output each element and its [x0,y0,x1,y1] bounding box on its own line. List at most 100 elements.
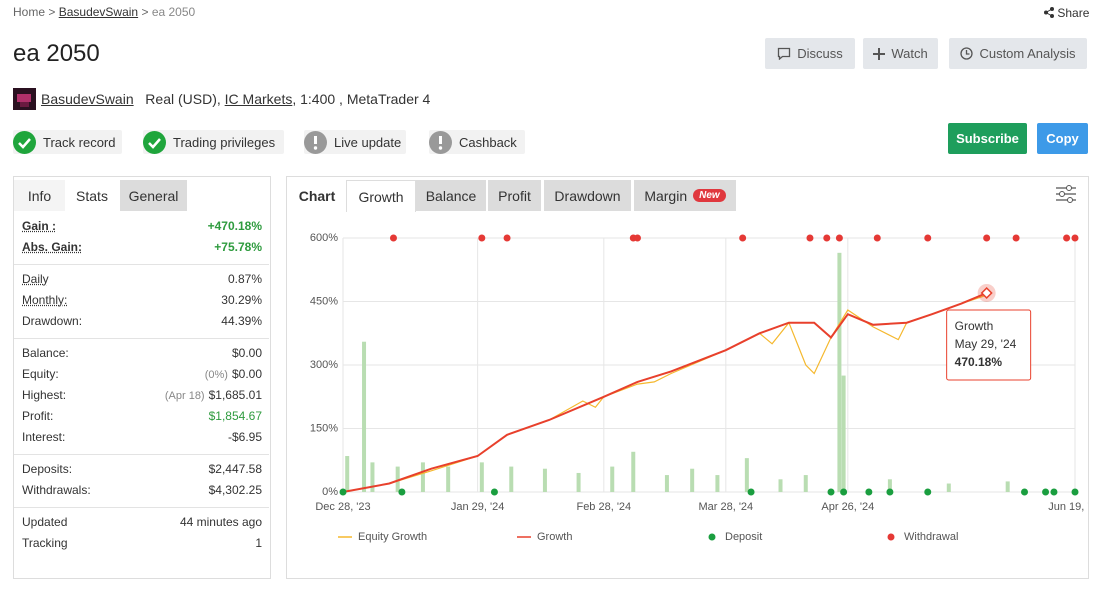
discuss-button[interactable]: Discuss [765,38,855,69]
stat-label[interactable]: Abs. Gain: [22,240,83,254]
bar [887,479,892,492]
stat-label: Interest: [22,430,66,444]
value-text: 1 [255,536,262,550]
tab[interactable]: Growth [346,180,416,212]
badge: Trading privileges [143,130,284,154]
legend-label: Deposit [725,531,762,543]
settings-icon[interactable] [1055,184,1077,204]
separator: > [48,5,56,19]
stat-label: Withdrawals: [22,483,91,497]
bar [946,483,951,492]
value-text: $2,447.58 [208,462,262,476]
bar [479,462,484,492]
stat-value: 1 [255,536,262,550]
tab[interactable]: Balance [416,180,486,211]
badge-label: Trading privileges [173,134,276,150]
legend-label: Equity Growth [358,531,427,543]
icon [960,47,974,60]
point [886,488,894,496]
legend-swatch [708,533,716,541]
stat-value: $4,302.25 [209,483,262,497]
separator [14,507,269,508]
stat-label[interactable]: Monthly: [22,293,68,307]
crumb[interactable]: BasudevSwain [58,5,139,19]
badge-label: Track record [43,134,116,150]
bar [664,475,669,492]
stat-value: (0%) $0.00 [205,367,262,381]
icon [873,47,886,60]
copy-button[interactable]: Copy [1037,123,1088,154]
bar [509,466,514,492]
tab[interactable]: Margin New [634,180,736,211]
stat-value: -$6.95 [228,430,262,444]
point [840,488,848,496]
bar [715,475,720,492]
bar [690,468,695,492]
bar [576,472,581,492]
stat-label: Equity: [22,367,59,381]
legend-label: Growth [537,531,572,543]
point [339,488,347,496]
bar [1005,481,1010,492]
x-tick-label: Mar 28, '24 [698,501,753,513]
bar [420,462,425,492]
account-line: BasudevSwain Real (USD), IC Markets, 1:4… [41,91,430,107]
point [389,234,397,242]
stat-value: $0.00 [232,346,262,360]
account-type: Real (USD), [145,91,221,107]
badge: Cashback [429,130,525,154]
tooltip-series: Growth [955,319,994,333]
stat-value: 44 minutes ago [180,515,262,529]
x-tick-label: Jun 19, '24 [1048,501,1088,513]
chart: 0% 150% 300% 450% 600% Dec 28, '23 Jan 29, '24… [310,232,1088,543]
stat-note: (0%) [204,369,228,381]
check-icon [13,130,36,154]
broker[interactable]: IC Markets [224,91,293,107]
tab[interactable]: Drawdown [544,180,631,211]
point [924,234,932,242]
bar [841,375,846,492]
point [490,488,498,496]
stat-label[interactable]: Gain : [22,219,57,233]
share[interactable]: Share [1044,6,1089,20]
stat-label: Highest: [22,388,67,402]
value-text: 30.29% [221,293,262,307]
label: Custom Analysis [979,46,1076,61]
value-text: +470.18% [207,219,262,233]
stat-note: (Apr 18) [164,390,205,402]
subscribe-button[interactable]: Subscribe [948,123,1027,154]
bar [744,458,749,492]
badge-label: Cashback [459,134,517,150]
tab[interactable]: Profit [488,180,541,211]
crumb[interactable]: Home [13,5,46,19]
point [835,234,843,242]
x-tick-label: Dec 28, '23 [315,501,370,513]
legend-label: Withdrawal [904,531,958,543]
share-label: Share [1057,6,1090,20]
stat-label[interactable]: Daily [22,272,49,286]
legend-swatch [887,533,895,541]
tooltip-date: May 29, '24 [955,337,1017,351]
series-line [342,292,988,493]
point [1071,488,1079,496]
avatar [13,88,36,110]
tab[interactable]: Chart [290,180,344,211]
stat-value: +75.78% [214,240,262,254]
point [873,234,881,242]
label: Watch [891,46,928,61]
watch-button[interactable]: Watch [863,38,938,69]
point [478,234,486,242]
tab[interactable]: Info [14,180,65,211]
owner[interactable]: BasudevSwain [41,91,134,107]
stat-value: 30.29% [221,293,262,307]
point [1012,234,1020,242]
analysis-button[interactable]: Custom Analysis [949,38,1087,69]
point [806,234,814,242]
point [1063,234,1071,242]
tab-label: Margin [644,187,688,204]
tab[interactable]: Stats [65,180,119,211]
tab[interactable]: General [120,180,187,211]
alert-icon [304,130,327,154]
chart-panel [286,176,1089,579]
